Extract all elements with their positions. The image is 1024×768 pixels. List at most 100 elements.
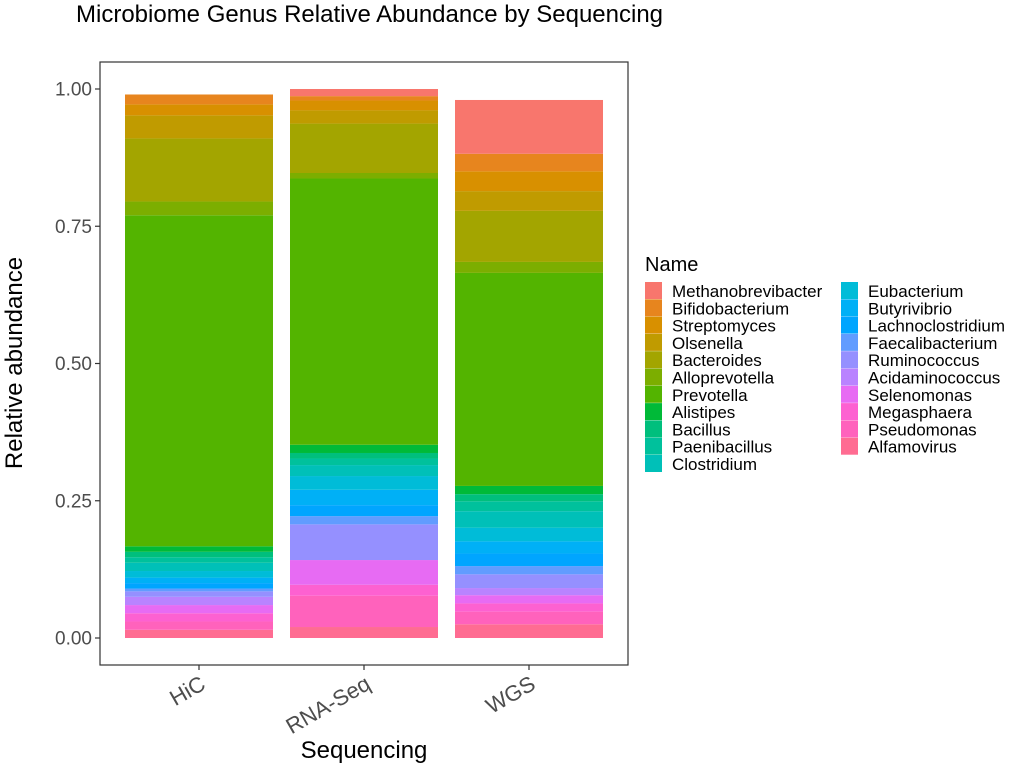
legend-label-prevotella: Prevotella bbox=[672, 386, 748, 405]
legend-key-alistipes bbox=[645, 403, 662, 421]
legend-label-lachnoclostridium: Lachnoclostridium bbox=[868, 317, 1005, 336]
bar-segment-wgs-streptomyces bbox=[455, 171, 603, 192]
bar-segment-rna-seq-megasphaera bbox=[290, 584, 438, 596]
bar-segment-hic-faecalibacterium bbox=[125, 588, 273, 592]
bar-segment-rna-seq-methanobrevibacter bbox=[290, 89, 438, 97]
bar-segment-rna-seq-bacteroides bbox=[290, 123, 438, 173]
legend-key-streptomyces bbox=[645, 316, 662, 334]
bar-segment-wgs-selenomonas bbox=[455, 595, 603, 604]
legend-label-butyrivibrio: Butyrivibrio bbox=[868, 299, 952, 318]
bar-segment-hic-pseudomonas bbox=[125, 621, 273, 630]
bar-segment-hic-bacillus bbox=[125, 551, 273, 558]
bar-segment-hic-olsenella bbox=[125, 115, 273, 139]
legend-key-prevotella bbox=[645, 385, 662, 403]
legend-key-pseudomonas bbox=[841, 420, 858, 438]
bar-segment-rna-seq-alloprevotella bbox=[290, 172, 438, 179]
legend-label-bacillus: Bacillus bbox=[672, 420, 731, 439]
legend-label-alistipes: Alistipes bbox=[672, 403, 735, 422]
legend-label-eubacterium: Eubacterium bbox=[868, 282, 963, 301]
bar-segment-rna-seq-olsenella bbox=[290, 110, 438, 124]
y-axis: 0.00 0.25 0.50 0.75 1.00 bbox=[55, 80, 100, 650]
legend-key-ruminococcus bbox=[841, 351, 858, 369]
bar-segment-wgs-clostridium bbox=[455, 511, 603, 528]
x-tick-label: WGS bbox=[481, 671, 539, 719]
y-axis-title: Relative abundance bbox=[1, 257, 28, 469]
legend-key-alfamovirus bbox=[841, 437, 858, 455]
bar-segment-hic-lachnoclostridium bbox=[125, 583, 273, 589]
bar-segment-wgs-bacillus bbox=[455, 494, 603, 502]
bar-segment-rna-seq-butyrivibrio bbox=[290, 489, 438, 506]
legend-key-bifidobacterium bbox=[645, 299, 662, 317]
bar-segment-hic-bacteroides bbox=[125, 138, 273, 202]
bar-segment-hic-alfamovirus bbox=[125, 629, 273, 638]
y-tick-label: 0.75 bbox=[55, 217, 92, 238]
bar-segment-rna-seq-lachnoclostridium bbox=[290, 505, 438, 517]
bar-segment-rna-seq-alistipes bbox=[290, 444, 438, 453]
bar-segment-wgs-olsenella bbox=[455, 191, 603, 211]
y-tick-label: 0.00 bbox=[55, 629, 92, 650]
bar-segment-hic-alloprevotella bbox=[125, 201, 273, 216]
legend-key-bacteroides bbox=[645, 351, 662, 369]
legend-key-eubacterium bbox=[841, 282, 858, 299]
bar-segment-rna-seq-ruminococcus bbox=[290, 524, 438, 561]
legend-label-ruminococcus: Ruminococcus bbox=[868, 351, 980, 370]
bar-segment-hic-eubacterium bbox=[125, 571, 273, 578]
y-tick-label: 1.00 bbox=[55, 80, 92, 101]
legend-label-alloprevotella: Alloprevotella bbox=[672, 369, 775, 388]
bar-segment-hic-selenomonas bbox=[125, 605, 273, 614]
legend-key-clostridium bbox=[645, 455, 662, 472]
legend-key-olsenella bbox=[645, 333, 662, 351]
bar-segment-wgs-eubacterium bbox=[455, 527, 603, 542]
legend-key-lachnoclostridium bbox=[841, 316, 858, 334]
bar-segment-hic-prevotella bbox=[125, 215, 273, 547]
legend-label-acidaminococcus: Acidaminococcus bbox=[868, 369, 1000, 388]
legend-key-paenibacillus bbox=[645, 437, 662, 455]
bar-segment-rna-seq-pseudomonas bbox=[290, 595, 438, 628]
bar-segment-hic-acidaminococcus bbox=[125, 596, 273, 606]
legend-label-alfamovirus: Alfamovirus bbox=[868, 438, 957, 457]
bar-segment-wgs-pseudomonas bbox=[455, 611, 603, 625]
bar-segment-rna-seq-faecalibacterium bbox=[290, 516, 438, 525]
bar-segment-wgs-paenibacillus bbox=[455, 501, 603, 512]
legend-label-clostridium: Clostridium bbox=[672, 455, 757, 474]
bar-segment-rna-seq-selenomonas bbox=[290, 560, 438, 585]
bar-segment-wgs-bacteroides bbox=[455, 210, 603, 262]
bar-segment-wgs-lachnoclostridium bbox=[455, 553, 603, 567]
x-tick-label: HiC bbox=[165, 671, 209, 711]
bar-segment-wgs-alistipes bbox=[455, 485, 603, 495]
bar-segment-wgs-megasphaera bbox=[455, 603, 603, 612]
legend: Name MethanobrevibacterBifidobacteriumSt… bbox=[645, 254, 1005, 474]
x-axis: HiC RNA-Seq WGS bbox=[165, 665, 540, 739]
legend-key-butyrivibrio bbox=[841, 299, 858, 317]
legend-label-bacteroides: Bacteroides bbox=[672, 351, 762, 370]
bar-segment-rna-seq-streptomyces bbox=[290, 100, 438, 111]
plot-panel bbox=[99, 61, 629, 666]
legend-key-alloprevotella bbox=[645, 368, 662, 386]
bar-segment-hic-ruminococcus bbox=[125, 591, 273, 597]
bar-segment-rna-seq-paenibacillus bbox=[290, 458, 438, 466]
bar-segment-rna-seq-prevotella bbox=[290, 178, 438, 445]
bar-segment-hic-streptomyces bbox=[125, 104, 273, 116]
legend-key-faecalibacterium bbox=[841, 333, 858, 351]
bar-segment-rna-seq-clostridium bbox=[290, 465, 438, 477]
bar-segment-wgs-acidaminococcus bbox=[455, 588, 603, 596]
legend-label-olsenella: Olsenella bbox=[672, 334, 743, 353]
bar-segment-hic-paenibacillus bbox=[125, 557, 273, 563]
bar-segment-wgs-ruminococcus bbox=[455, 574, 603, 589]
chart-title: Microbiome Genus Relative Abundance by S… bbox=[76, 1, 663, 28]
legend-label-megasphaera: Megasphaera bbox=[868, 403, 973, 422]
legend-label-bifidobacterium: Bifidobacterium bbox=[672, 299, 789, 318]
bar-segment-wgs-alfamovirus bbox=[455, 624, 603, 638]
legend-label-pseudomonas: Pseudomonas bbox=[868, 420, 977, 439]
legend-label-streptomyces: Streptomyces bbox=[672, 317, 776, 336]
legend-key-selenomonas bbox=[841, 385, 858, 403]
bar-segment-hic-butyrivibrio bbox=[125, 577, 273, 584]
legend-key-megasphaera bbox=[841, 403, 858, 421]
bar-segment-wgs-bifidobacterium bbox=[455, 153, 603, 172]
legend-label-faecalibacterium: Faecalibacterium bbox=[868, 334, 997, 353]
legend-key-methanobrevibacter bbox=[645, 282, 662, 299]
x-axis-title: Sequencing bbox=[301, 737, 428, 764]
legend-label-methanobrevibacter: Methanobrevibacter bbox=[672, 282, 823, 301]
bar-segment-hic-alistipes bbox=[125, 546, 273, 552]
bar-segment-wgs-methanobrevibacter bbox=[455, 99, 603, 154]
